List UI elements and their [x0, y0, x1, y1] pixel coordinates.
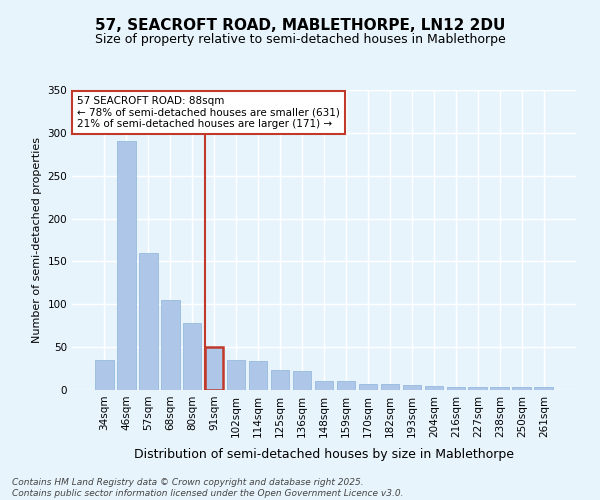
Bar: [490, 388, 509, 390]
Bar: [425, 386, 443, 390]
Text: 57, SEACROFT ROAD, MABLETHORPE, LN12 2DU: 57, SEACROFT ROAD, MABLETHORPE, LN12 2DU: [95, 18, 505, 32]
Bar: [337, 382, 355, 390]
Bar: [512, 388, 531, 390]
Y-axis label: Number of semi-detached properties: Number of semi-detached properties: [32, 137, 42, 343]
Text: 57 SEACROFT ROAD: 88sqm
← 78% of semi-detached houses are smaller (631)
21% of s: 57 SEACROFT ROAD: 88sqm ← 78% of semi-de…: [77, 96, 340, 129]
Bar: [469, 388, 487, 390]
Bar: [314, 380, 334, 390]
Bar: [205, 347, 223, 390]
Bar: [359, 384, 377, 390]
X-axis label: Distribution of semi-detached houses by size in Mablethorpe: Distribution of semi-detached houses by …: [134, 448, 514, 461]
Bar: [183, 323, 202, 390]
Bar: [271, 370, 289, 390]
Bar: [227, 360, 245, 390]
Bar: [95, 360, 113, 390]
Text: Size of property relative to semi-detached houses in Mablethorpe: Size of property relative to semi-detach…: [95, 32, 505, 46]
Bar: [535, 386, 553, 390]
Bar: [293, 371, 311, 390]
Bar: [117, 142, 136, 390]
Bar: [446, 386, 465, 390]
Bar: [249, 361, 268, 390]
Bar: [161, 300, 179, 390]
Bar: [139, 253, 158, 390]
Text: Contains HM Land Registry data © Crown copyright and database right 2025.
Contai: Contains HM Land Registry data © Crown c…: [12, 478, 404, 498]
Bar: [403, 385, 421, 390]
Bar: [380, 384, 399, 390]
